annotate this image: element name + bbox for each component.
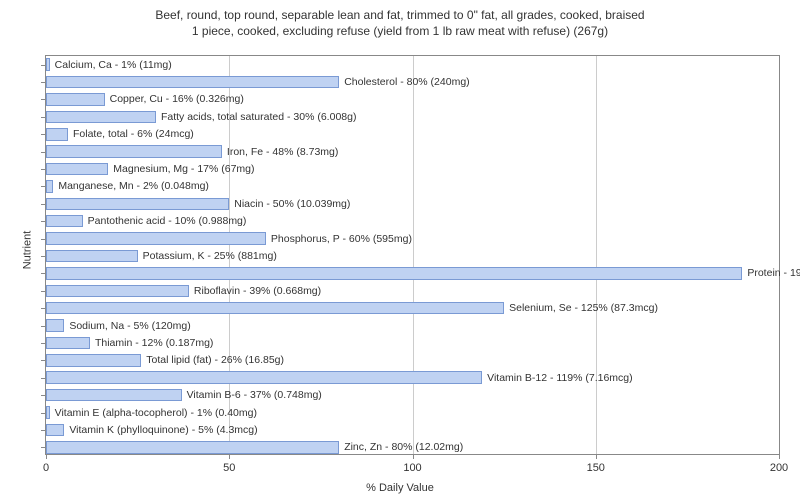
nutrient-bar-label: Sodium, Na - 5% (120mg) bbox=[69, 321, 190, 332]
nutrient-bar bbox=[46, 180, 53, 193]
ytick bbox=[41, 117, 46, 118]
ytick bbox=[41, 273, 46, 274]
nutrient-bar-label: Fatty acids, total saturated - 30% (6.00… bbox=[161, 112, 357, 123]
nutrient-bar-label: Vitamin B-6 - 37% (0.748mg) bbox=[187, 390, 322, 401]
ytick bbox=[41, 186, 46, 187]
chart-title-line2: 1 piece, cooked, excluding refuse (yield… bbox=[192, 24, 608, 38]
nutrient-bar bbox=[46, 337, 90, 350]
ytick bbox=[41, 343, 46, 344]
nutrient-bar bbox=[46, 441, 339, 454]
nutrient-bar bbox=[46, 111, 156, 124]
nutrient-bar bbox=[46, 145, 222, 158]
nutrient-bar-label: Copper, Cu - 16% (0.326mg) bbox=[110, 94, 244, 105]
xtick bbox=[413, 454, 414, 459]
ytick bbox=[41, 430, 46, 431]
ytick bbox=[41, 256, 46, 257]
nutrient-bar bbox=[46, 406, 50, 419]
xtick-label: 200 bbox=[770, 462, 788, 474]
nutrient-bar-label: Potassium, K - 25% (881mg) bbox=[143, 251, 277, 262]
nutrient-bar bbox=[46, 250, 138, 263]
y-axis-label: Nutrient bbox=[21, 231, 33, 270]
ytick bbox=[41, 82, 46, 83]
xtick-label: 0 bbox=[43, 462, 49, 474]
nutrient-bar-label: Folate, total - 6% (24mcg) bbox=[73, 129, 194, 140]
nutrient-bar-label: Thiamin - 12% (0.187mg) bbox=[95, 338, 213, 349]
nutrient-bar-label: Protein - 190% (95.11g) bbox=[747, 268, 800, 279]
nutrient-bar-label: Phosphorus, P - 60% (595mg) bbox=[271, 234, 412, 245]
gridline bbox=[413, 56, 414, 454]
nutrient-bar bbox=[46, 76, 339, 89]
xtick bbox=[46, 454, 47, 459]
xtick bbox=[779, 454, 780, 459]
ytick bbox=[41, 360, 46, 361]
nutrient-bar bbox=[46, 354, 141, 367]
ytick bbox=[41, 413, 46, 414]
xtick-label: 100 bbox=[403, 462, 421, 474]
ytick bbox=[41, 152, 46, 153]
ytick bbox=[41, 239, 46, 240]
nutrient-bar bbox=[46, 285, 189, 298]
plot-area: 050100150200Calcium, Ca - 1% (11mg)Chole… bbox=[45, 55, 780, 455]
ytick bbox=[41, 134, 46, 135]
nutrient-bar-label: Manganese, Mn - 2% (0.048mg) bbox=[58, 181, 209, 192]
gridline bbox=[596, 56, 597, 454]
ytick bbox=[41, 395, 46, 396]
nutrient-bar-label: Magnesium, Mg - 17% (67mg) bbox=[113, 164, 254, 175]
nutrient-bar bbox=[46, 215, 83, 228]
nutrient-bar-label: Niacin - 50% (10.039mg) bbox=[234, 199, 350, 210]
nutrient-bar-label: Iron, Fe - 48% (8.73mg) bbox=[227, 147, 338, 158]
chart-title: Beef, round, top round, separable lean a… bbox=[0, 0, 800, 39]
xtick bbox=[596, 454, 597, 459]
ytick bbox=[41, 204, 46, 205]
nutrient-bar bbox=[46, 232, 266, 245]
nutrient-bar bbox=[46, 424, 64, 437]
ytick bbox=[41, 99, 46, 100]
nutrient-bar-label: Vitamin B-12 - 119% (7.16mcg) bbox=[487, 373, 633, 384]
ytick bbox=[41, 169, 46, 170]
xtick-label: 150 bbox=[587, 462, 605, 474]
nutrient-bar bbox=[46, 128, 68, 141]
nutrient-bar bbox=[46, 371, 482, 384]
nutrient-bar-label: Calcium, Ca - 1% (11mg) bbox=[55, 60, 172, 71]
nutrient-bar bbox=[46, 198, 229, 211]
xtick bbox=[229, 454, 230, 459]
nutrient-bar bbox=[46, 302, 504, 315]
ytick bbox=[41, 308, 46, 309]
nutrient-bar bbox=[46, 93, 105, 106]
nutrient-chart: Beef, round, top round, separable lean a… bbox=[0, 0, 800, 500]
nutrient-bar-label: Riboflavin - 39% (0.668mg) bbox=[194, 286, 321, 297]
nutrient-bar bbox=[46, 389, 182, 402]
xtick-label: 50 bbox=[223, 462, 235, 474]
nutrient-bar-label: Total lipid (fat) - 26% (16.85g) bbox=[146, 355, 284, 366]
chart-title-line1: Beef, round, top round, separable lean a… bbox=[155, 8, 644, 22]
x-axis-label: % Daily Value bbox=[0, 482, 800, 494]
nutrient-bar bbox=[46, 58, 50, 71]
ytick bbox=[41, 221, 46, 222]
nutrient-bar-label: Zinc, Zn - 80% (12.02mg) bbox=[344, 442, 463, 453]
nutrient-bar-label: Vitamin E (alpha-tocopherol) - 1% (0.40m… bbox=[55, 408, 257, 419]
nutrient-bar-label: Vitamin K (phylloquinone) - 5% (4.3mcg) bbox=[69, 425, 257, 436]
nutrient-bar-label: Selenium, Se - 125% (87.3mcg) bbox=[509, 303, 658, 314]
ytick bbox=[41, 326, 46, 327]
nutrient-bar-label: Pantothenic acid - 10% (0.988mg) bbox=[88, 216, 247, 227]
nutrient-bar bbox=[46, 267, 742, 280]
nutrient-bar-label: Cholesterol - 80% (240mg) bbox=[344, 77, 469, 88]
ytick bbox=[41, 65, 46, 66]
ytick bbox=[41, 378, 46, 379]
ytick bbox=[41, 291, 46, 292]
nutrient-bar bbox=[46, 319, 64, 332]
ytick bbox=[41, 447, 46, 448]
nutrient-bar bbox=[46, 163, 108, 176]
